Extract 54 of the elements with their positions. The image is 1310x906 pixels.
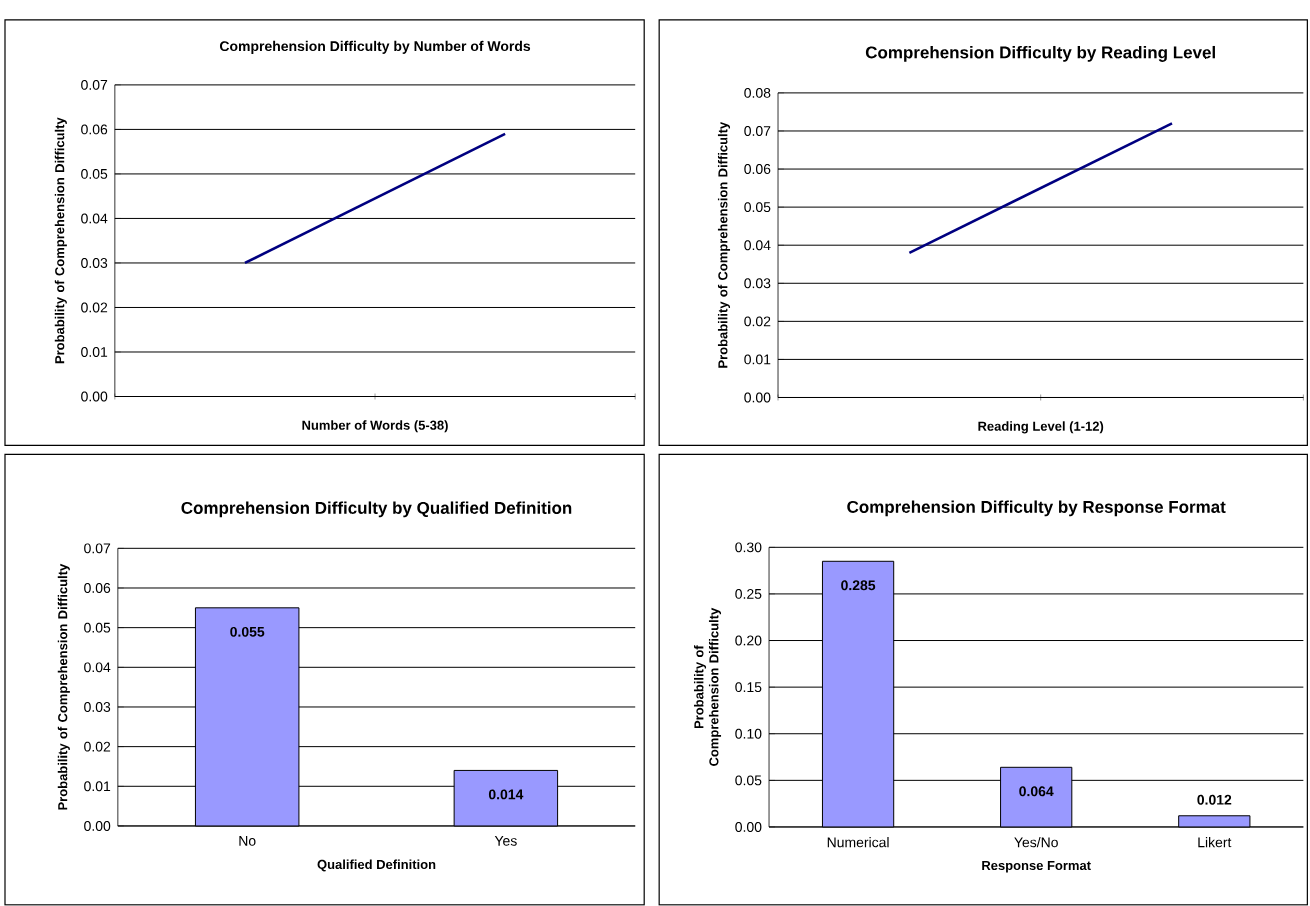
y-tick-label: 0.04 (744, 240, 771, 251)
chart-title: Comprehension Difficulty by Number of Words (219, 40, 531, 54)
x-axis-title: Response Format (982, 861, 1091, 873)
x-tick-label: Yes (494, 836, 517, 846)
y-axis-title: Probability of Comprehension Difficulty (54, 117, 67, 364)
y-tick-label: 0.06 (744, 164, 771, 175)
x-tick-label: Numerical (827, 837, 889, 848)
y-tick-label: 0.03 (744, 278, 771, 289)
y-tick-label: 0.30 (735, 542, 762, 553)
y-axis-title: Probability of Comprehension Difficulty (717, 121, 731, 368)
y-tick-label: 0.04 (81, 213, 108, 224)
y-tick-label: 0.06 (81, 124, 108, 135)
y-tick-label: 0.02 (81, 302, 108, 313)
y-tick-label: 0.07 (84, 543, 111, 554)
y-tick-label: 0.05 (81, 169, 108, 179)
y-tick-label: 0.05 (84, 622, 111, 633)
y-tick-label: 0.00 (735, 822, 762, 832)
y-tick-label: 0.03 (84, 702, 111, 712)
x-axis-title: Number of Words (5-38) (302, 420, 448, 433)
y-tick-label: 0.01 (81, 347, 108, 357)
y-tick-label: 0.05 (735, 775, 762, 786)
x-axis-title: Qualified Definition (317, 859, 436, 872)
y-tick-label: 0.07 (81, 80, 108, 90)
y-tick-label: 0.15 (735, 682, 762, 693)
x-tick-label: Yes/No (1014, 837, 1058, 848)
y-tick-label: 0.05 (744, 202, 771, 213)
y-tick-label: 0.25 (735, 589, 762, 599)
chart-title: Comprehension Difficulty by Qualified Definition (181, 501, 572, 518)
y-tick-label: 0.00 (84, 821, 111, 831)
data-label: 0.055 (230, 626, 265, 637)
data-label: 0.064 (1019, 786, 1054, 797)
y-tick-label: 0.02 (744, 316, 771, 327)
y-axis-title: Probability of Comprehension Difficulty (693, 607, 722, 767)
y-tick-label: 0.01 (84, 781, 111, 792)
x-axis-title: Reading Level (1-12) (978, 421, 1104, 434)
chart-title: Comprehension Difficulty by Reading Level (865, 46, 1215, 62)
y-tick-label: 0.06 (84, 583, 111, 593)
chart-title: Comprehension Difficulty by Response Format (847, 500, 1226, 517)
y-tick-label: 0.00 (744, 392, 771, 403)
y-axis-title: Probability of Comprehension Difficulty (57, 563, 70, 810)
y-tick-label: 0.04 (84, 662, 111, 673)
y-tick-label: 0.07 (744, 126, 771, 136)
y-tick-label: 0.03 (81, 258, 108, 268)
y-tick-label: 0.01 (744, 354, 771, 365)
x-tick-label: Likert (1198, 837, 1232, 848)
y-tick-label: 0.20 (735, 635, 762, 646)
data-label: 0.012 (1197, 794, 1232, 805)
y-tick-label: 0.10 (735, 728, 762, 739)
y-tick-label: 0.02 (84, 741, 111, 752)
data-label: 0.014 (488, 789, 524, 800)
data-label: 0.285 (841, 580, 876, 591)
y-tick-label: 0.08 (744, 88, 771, 98)
x-tick-label: No (239, 836, 256, 846)
y-tick-label: 0.00 (81, 391, 108, 402)
